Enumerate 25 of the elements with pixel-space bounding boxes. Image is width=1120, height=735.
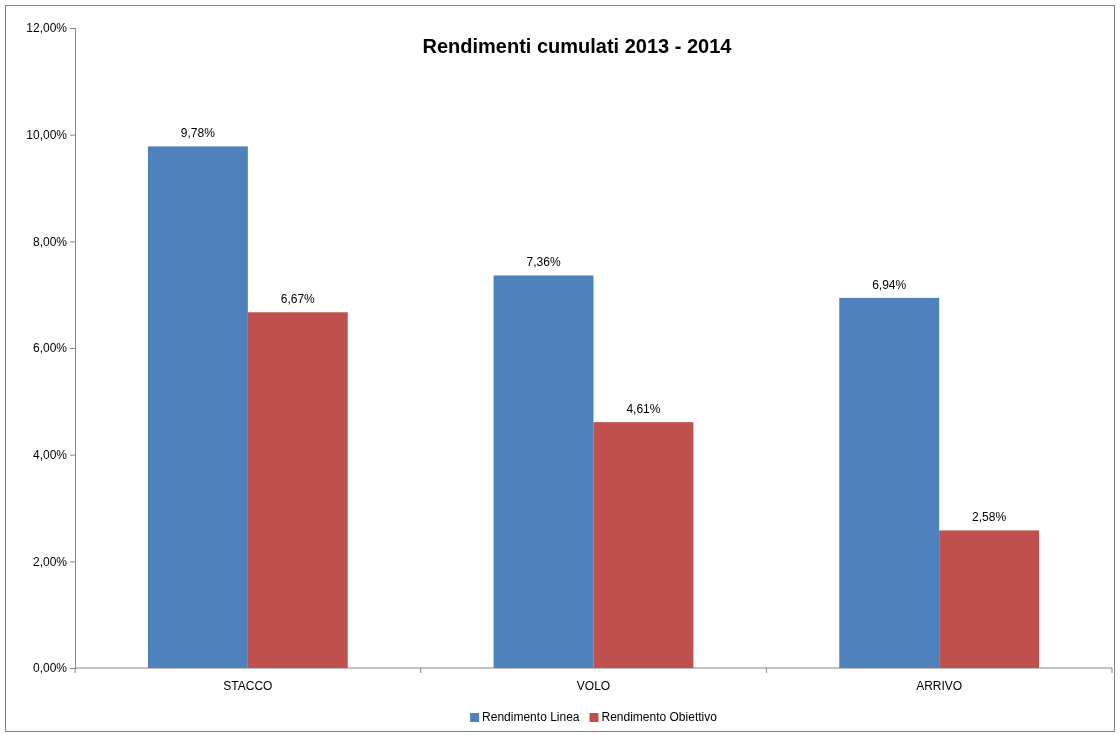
y-tick-label: 0,00% (32, 661, 68, 676)
y-tick-label: 10,00% (26, 128, 68, 143)
bar (147, 146, 248, 668)
x-tick-label: ARRIVO (916, 679, 963, 693)
y-tick-label: 6,00% (32, 341, 68, 356)
bar (939, 530, 1040, 668)
y-tick-label: 8,00% (32, 234, 68, 249)
data-label: 9,78% (180, 126, 216, 141)
bar (247, 312, 348, 668)
chart-title: Rendimenti cumulati 2013 - 2014 (422, 35, 733, 57)
legend-label: Rendimento Linea (482, 710, 580, 724)
bar (493, 275, 594, 668)
data-label: 6,67% (280, 292, 316, 307)
y-tick-label: 2,00% (32, 554, 68, 569)
x-tick-label: STACCO (223, 679, 273, 693)
data-label: 2,58% (972, 510, 1007, 525)
bar (593, 422, 694, 668)
data-label: 7,36% (526, 255, 561, 270)
data-label: 4,61% (626, 402, 661, 417)
y-tick-label: 4,00% (32, 448, 68, 463)
bar (839, 297, 940, 668)
data-label: 6,94% (872, 277, 907, 292)
legend-label: Rendimento Obiettivo (601, 710, 718, 724)
x-tick-label: VOLO (576, 679, 611, 693)
y-tick-label: 12,00% (26, 21, 68, 36)
